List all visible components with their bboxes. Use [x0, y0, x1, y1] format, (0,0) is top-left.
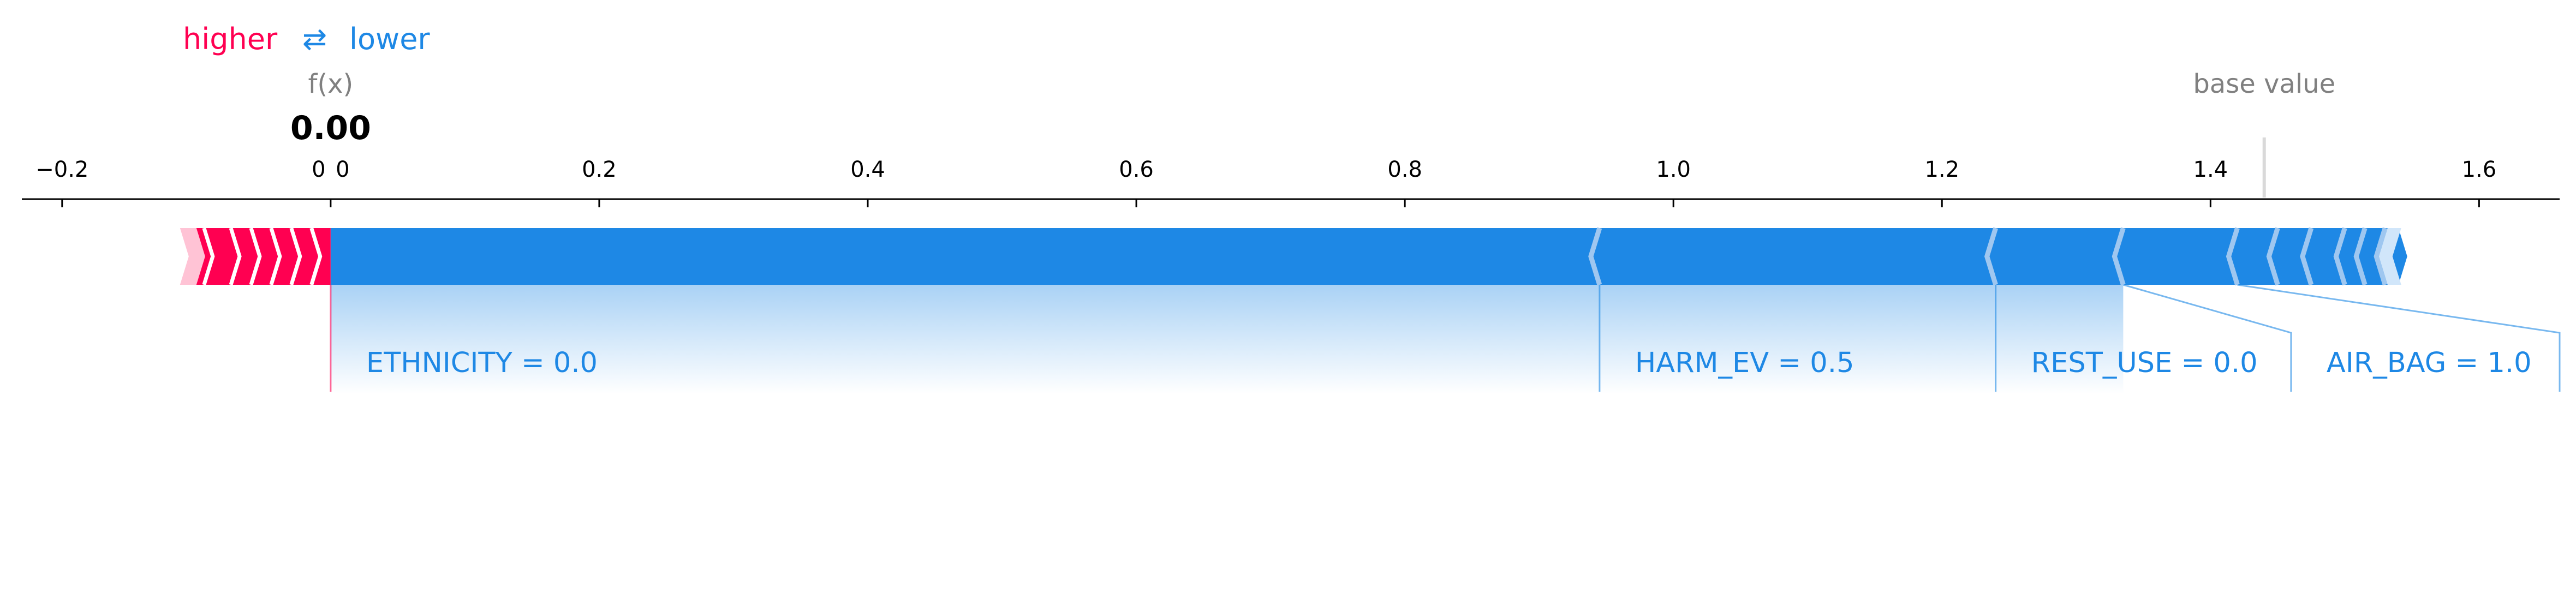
fade-rect	[330, 285, 2124, 394]
positive-bar	[196, 228, 331, 285]
legend-higher: higher	[183, 22, 278, 56]
positive-segment-divider	[229, 227, 242, 286]
negative-segment-divider	[2266, 227, 2280, 286]
negative-segment-divider	[2226, 227, 2240, 286]
negative-segment-divider	[2112, 227, 2126, 286]
tick-label: 0.6	[1119, 157, 1154, 182]
positive-segment-divider	[269, 227, 282, 286]
tick-label: 1.4	[2193, 157, 2228, 182]
feature-labels: ETHNICITY = 0.0 HARM_EV = 0.5 REST_USE = 0…	[366, 347, 2532, 379]
tick-label: 0.4	[850, 157, 885, 182]
tick-label: −0.2	[35, 157, 88, 182]
fx-label: f(x)	[308, 69, 353, 99]
negative-segment-divider	[2333, 227, 2347, 286]
tick-label: 0.2	[582, 157, 617, 182]
feature-connector	[2237, 284, 2561, 392]
negative-segment-divider	[2374, 227, 2388, 286]
feature-label: ETHNICITY = 0.0	[366, 347, 598, 379]
base-value-label: base value	[2193, 69, 2335, 99]
negative-segment-divider	[1588, 227, 1602, 286]
force-bars	[180, 227, 2407, 286]
negative-segment-divider	[2300, 227, 2314, 286]
positive-segment-divider	[249, 227, 262, 286]
legend-lower: lower	[349, 22, 430, 56]
legend: higher ⇄ lower	[183, 22, 430, 56]
fx-tick-label: 0	[336, 157, 349, 182]
label-connectors	[330, 284, 2561, 392]
negative-segment-divider	[2353, 227, 2368, 286]
tick-label: 1.2	[1924, 157, 1959, 182]
feature-label: AIR_BAG = 1.0	[2327, 347, 2532, 379]
x-axis: −0.2 0 0.2 0.4 0.6 0.8 1.0 1.2 1.4 1.6	[22, 157, 2560, 207]
positive-segment-divider	[289, 227, 302, 286]
positive-segment-divider	[202, 227, 215, 286]
negative-bar	[330, 228, 2407, 285]
feature-label: REST_USE = 0.0	[2031, 347, 2258, 379]
fx-value: 0.00	[290, 109, 371, 147]
positive-segment-divider	[309, 227, 323, 286]
tick-label: 0	[312, 157, 325, 182]
negative-fade-tail	[2378, 228, 2401, 285]
axis-ticks: −0.2 0 0.2 0.4 0.6 0.8 1.0 1.2 1.4 1.6	[35, 157, 2496, 207]
tick-label: 1.6	[2462, 157, 2497, 182]
feature-connector	[2122, 284, 2292, 392]
legend-arrows-icon: ⇄	[302, 22, 327, 56]
tick-label: 1.0	[1656, 157, 1691, 182]
fade-area	[330, 285, 2124, 394]
tick-label: 0.8	[1387, 157, 1422, 182]
negative-segment-divider	[1984, 227, 1998, 286]
feature-label: HARM_EV = 0.5	[1635, 347, 1855, 379]
